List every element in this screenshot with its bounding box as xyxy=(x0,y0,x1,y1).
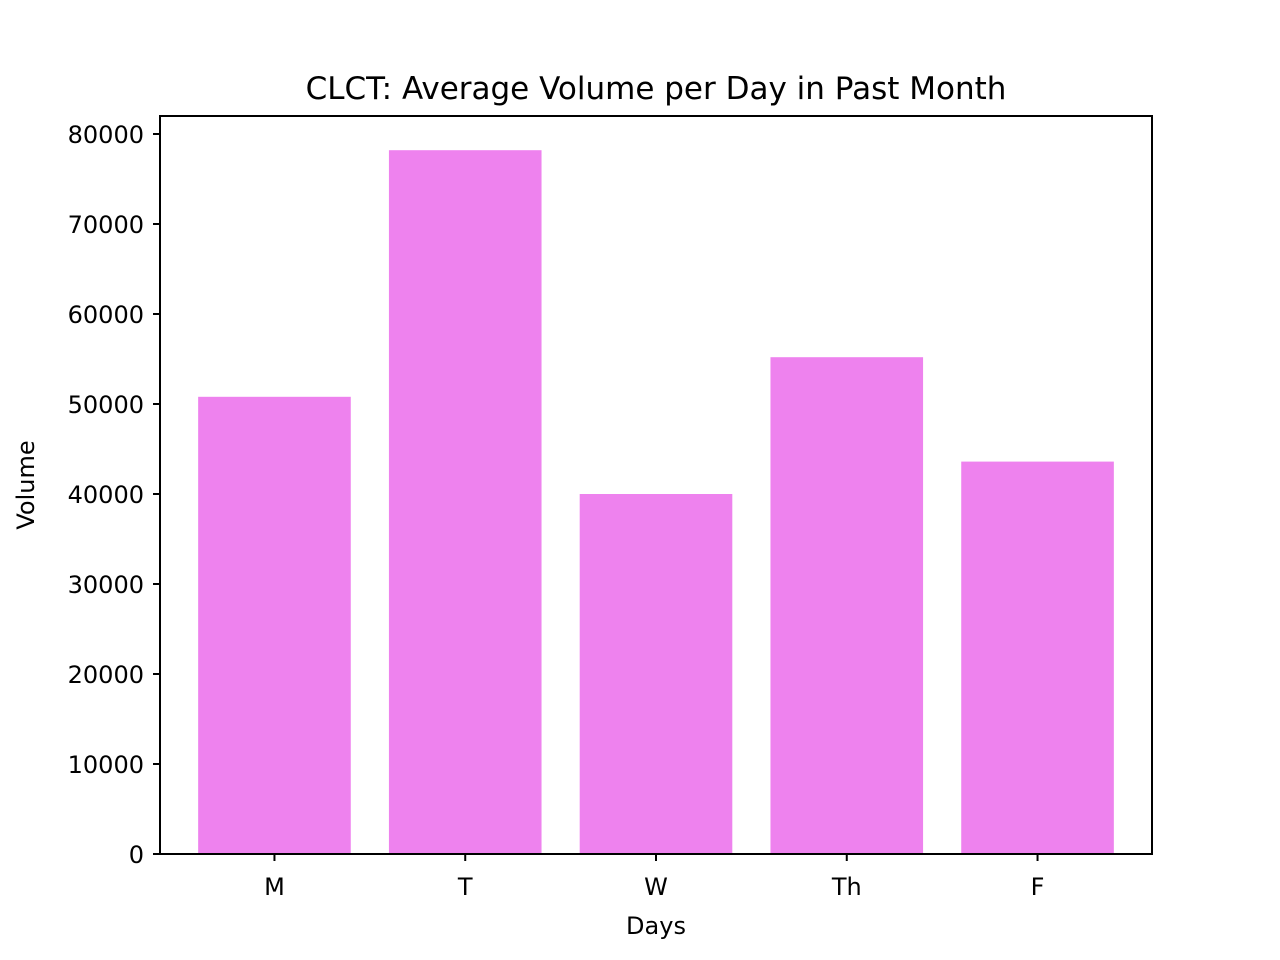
y-tick-label: 40000 xyxy=(68,481,144,509)
bar-m xyxy=(198,396,351,854)
y-tick-label: 10000 xyxy=(68,751,144,779)
bars-group xyxy=(198,150,1114,854)
x-tick-label: T xyxy=(457,873,473,901)
y-axis-label: Volume xyxy=(12,440,40,529)
x-axis: M T W Th F xyxy=(264,854,1044,901)
chart-title: CLCT: Average Volume per Day in Past Mon… xyxy=(306,71,1007,107)
bar-w xyxy=(579,494,733,854)
x-tick-label: M xyxy=(264,873,285,901)
y-tick-label: 60000 xyxy=(68,301,144,329)
y-tick-label: 0 xyxy=(129,841,144,869)
y-tick-label: 50000 xyxy=(68,391,144,419)
y-tick-label: 30000 xyxy=(68,571,144,599)
y-tick-label: 20000 xyxy=(68,661,144,689)
bar-th xyxy=(770,357,924,854)
y-tick-label: 80000 xyxy=(68,121,144,149)
x-tick-label: Th xyxy=(831,873,862,901)
x-tick-label: F xyxy=(1031,873,1045,901)
x-axis-label: Days xyxy=(626,912,686,940)
y-axis: 0 10000 20000 30000 40000 50000 60000 70000 8000… xyxy=(68,121,160,869)
bar-f xyxy=(961,461,1114,854)
y-tick-label: 70000 xyxy=(68,211,144,239)
x-tick-label: W xyxy=(644,873,668,901)
plot-frame xyxy=(159,115,1153,855)
bar-t xyxy=(388,150,542,854)
